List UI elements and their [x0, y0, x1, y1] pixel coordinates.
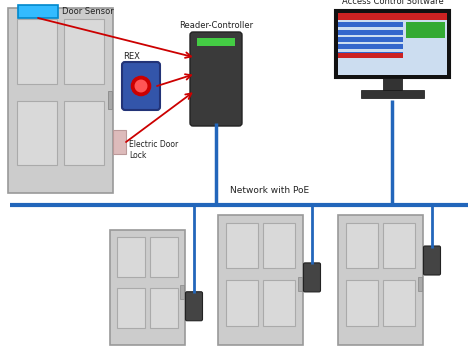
Bar	[406, 22, 445, 38]
Bar	[346, 280, 378, 326]
Bar	[197, 38, 235, 46]
FancyBboxPatch shape	[122, 62, 160, 110]
Text: Reader-Controller: Reader-Controller	[179, 21, 253, 30]
Text: Network with PoE: Network with PoE	[230, 186, 310, 195]
Bar	[110, 230, 185, 345]
Bar	[335, 10, 450, 77]
Bar	[18, 5, 58, 18]
Bar	[338, 53, 403, 58]
Bar	[263, 280, 295, 326]
FancyBboxPatch shape	[303, 263, 320, 292]
Text: Door Sensor: Door Sensor	[62, 7, 114, 16]
Text: REX: REX	[123, 52, 140, 61]
Bar	[338, 29, 403, 34]
Bar	[338, 13, 447, 20]
Text: Electric Door
Lock: Electric Door Lock	[129, 140, 178, 160]
Bar	[226, 223, 258, 268]
Bar	[338, 215, 423, 345]
FancyBboxPatch shape	[423, 246, 440, 275]
Bar	[226, 280, 258, 326]
Bar	[150, 288, 178, 328]
Bar	[263, 223, 295, 268]
Bar	[338, 13, 447, 75]
Bar	[383, 280, 415, 326]
Bar	[418, 277, 422, 291]
Circle shape	[135, 80, 147, 92]
Circle shape	[131, 76, 151, 95]
Bar	[180, 285, 184, 299]
Bar	[117, 288, 145, 328]
Bar	[8, 8, 113, 193]
Bar	[117, 237, 145, 277]
Bar	[18, 19, 57, 84]
Bar	[361, 90, 424, 98]
Bar	[338, 22, 403, 27]
Bar	[64, 19, 103, 84]
Bar	[338, 52, 403, 57]
Bar	[218, 215, 303, 345]
Bar	[18, 100, 57, 165]
Bar	[113, 130, 126, 154]
Bar	[150, 237, 178, 277]
Bar	[298, 277, 302, 291]
Bar	[338, 37, 403, 42]
FancyBboxPatch shape	[190, 32, 242, 126]
Bar	[64, 100, 103, 165]
Bar	[383, 77, 401, 90]
Bar	[346, 223, 378, 268]
Bar	[383, 223, 415, 268]
Text: Access Control Software: Access Control Software	[342, 0, 443, 6]
Bar	[108, 91, 112, 109]
Bar	[338, 44, 403, 49]
FancyBboxPatch shape	[185, 292, 202, 321]
